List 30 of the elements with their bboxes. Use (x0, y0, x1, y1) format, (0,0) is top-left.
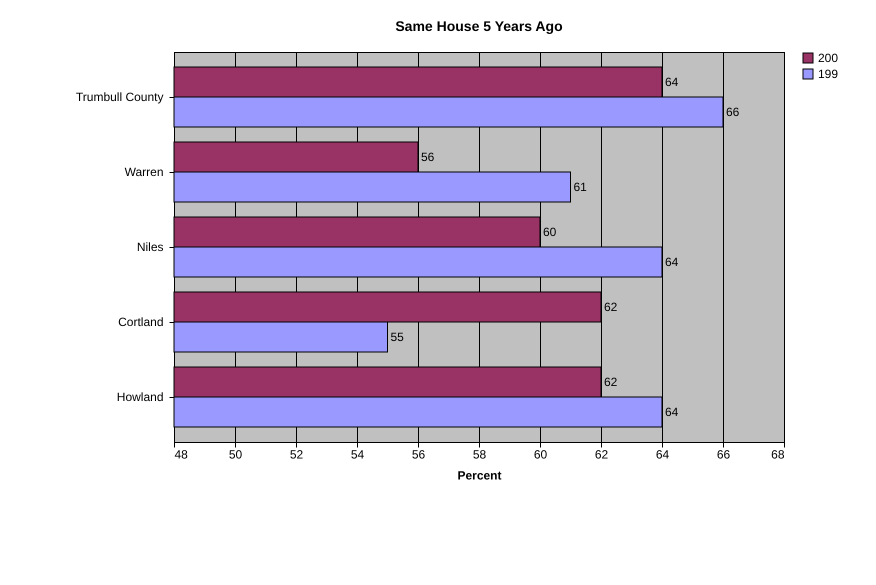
data-label: 56 (421, 150, 435, 164)
data-label: 64 (665, 255, 679, 269)
data-label: 64 (665, 405, 679, 419)
chart-title: Same House 5 Years Ago (395, 18, 563, 34)
data-label: 60 (543, 225, 557, 239)
x-tick-label: 66 (716, 448, 730, 462)
y-tick-label: Howland (116, 390, 164, 404)
data-label: 55 (390, 330, 404, 344)
y-tick-label: Warren (124, 165, 164, 179)
y-tick-label: Trumbull County (76, 90, 164, 104)
x-tick-label: 64 (656, 448, 670, 462)
y-tick-label: Niles (136, 240, 164, 254)
x-axis-title: Percent (457, 468, 502, 482)
data-label: 64 (665, 75, 679, 89)
x-tick-label: 50 (228, 448, 242, 462)
data-label: 62 (604, 300, 618, 314)
data-label: 61 (574, 180, 588, 194)
x-tick-label: 62 (594, 448, 608, 462)
legend-label: 199 (818, 67, 838, 81)
x-tick-label: 56 (412, 448, 426, 462)
x-tick-label: 60 (534, 448, 548, 462)
x-tick-label: 68 (771, 448, 785, 462)
x-tick-label: 58 (472, 448, 486, 462)
y-tick-label: Cortland (118, 315, 164, 329)
x-tick-label: 52 (290, 448, 304, 462)
legend-label: 200 (818, 51, 838, 65)
data-label: 66 (726, 105, 740, 119)
x-tick-label: 54 (350, 448, 364, 462)
x-tick-label: 48 (174, 448, 188, 462)
data-label: 62 (604, 375, 618, 389)
